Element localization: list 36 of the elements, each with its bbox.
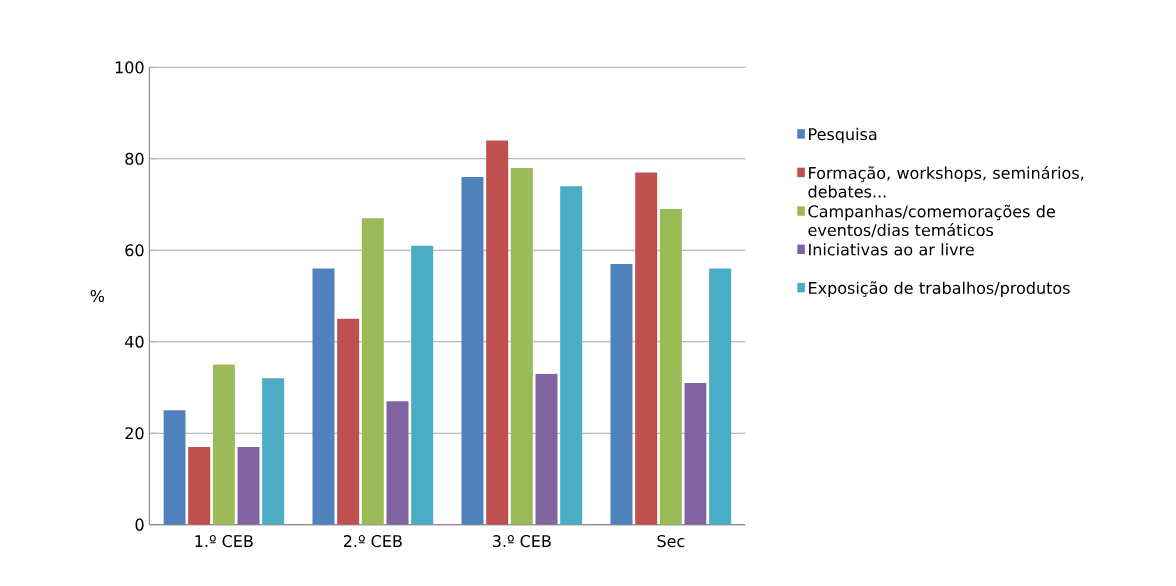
bar (337, 318, 360, 525)
x-tick-label: 1.º CEB (195, 535, 253, 548)
y-tick-label: 60 (125, 244, 144, 257)
bar (486, 140, 509, 525)
y-tick-label: 40 (125, 335, 144, 348)
y-axis-title: % (90, 289, 105, 303)
legend-label: Exposição de trabalhos/produtos (809, 281, 1070, 298)
bar (411, 245, 434, 525)
bar (635, 172, 658, 525)
bar (386, 401, 409, 525)
bar (262, 378, 285, 525)
legend-label: Formação, workshops, seminários, debates... (808, 165, 1084, 198)
bar (659, 209, 682, 525)
bar (610, 263, 633, 525)
x-tick-label: Sec (657, 535, 685, 548)
y-tick-label: 20 (125, 427, 144, 440)
bar (312, 268, 335, 525)
bar (188, 446, 211, 525)
bar (510, 167, 533, 525)
y-tick-label: 100 (115, 61, 144, 74)
legend-label: Campanhas/comemorações de eventos/dias temáticos (808, 204, 1055, 238)
bar (461, 177, 484, 525)
bar (535, 373, 558, 525)
legend-label: Pesquisa (809, 127, 877, 144)
bar (361, 218, 384, 525)
x-tick-label: 2.º CEB (343, 535, 402, 548)
legend-label: Iniciativas ao ar livre (809, 243, 974, 256)
x-tick-label: 3.º CEB (492, 535, 551, 548)
bar (560, 186, 583, 525)
bar (163, 410, 186, 525)
bar (212, 364, 235, 525)
bar (684, 382, 707, 525)
y-tick-label: 0 (135, 518, 144, 531)
y-tick-label: 80 (125, 152, 144, 165)
bar (237, 446, 260, 525)
bar (709, 268, 732, 525)
